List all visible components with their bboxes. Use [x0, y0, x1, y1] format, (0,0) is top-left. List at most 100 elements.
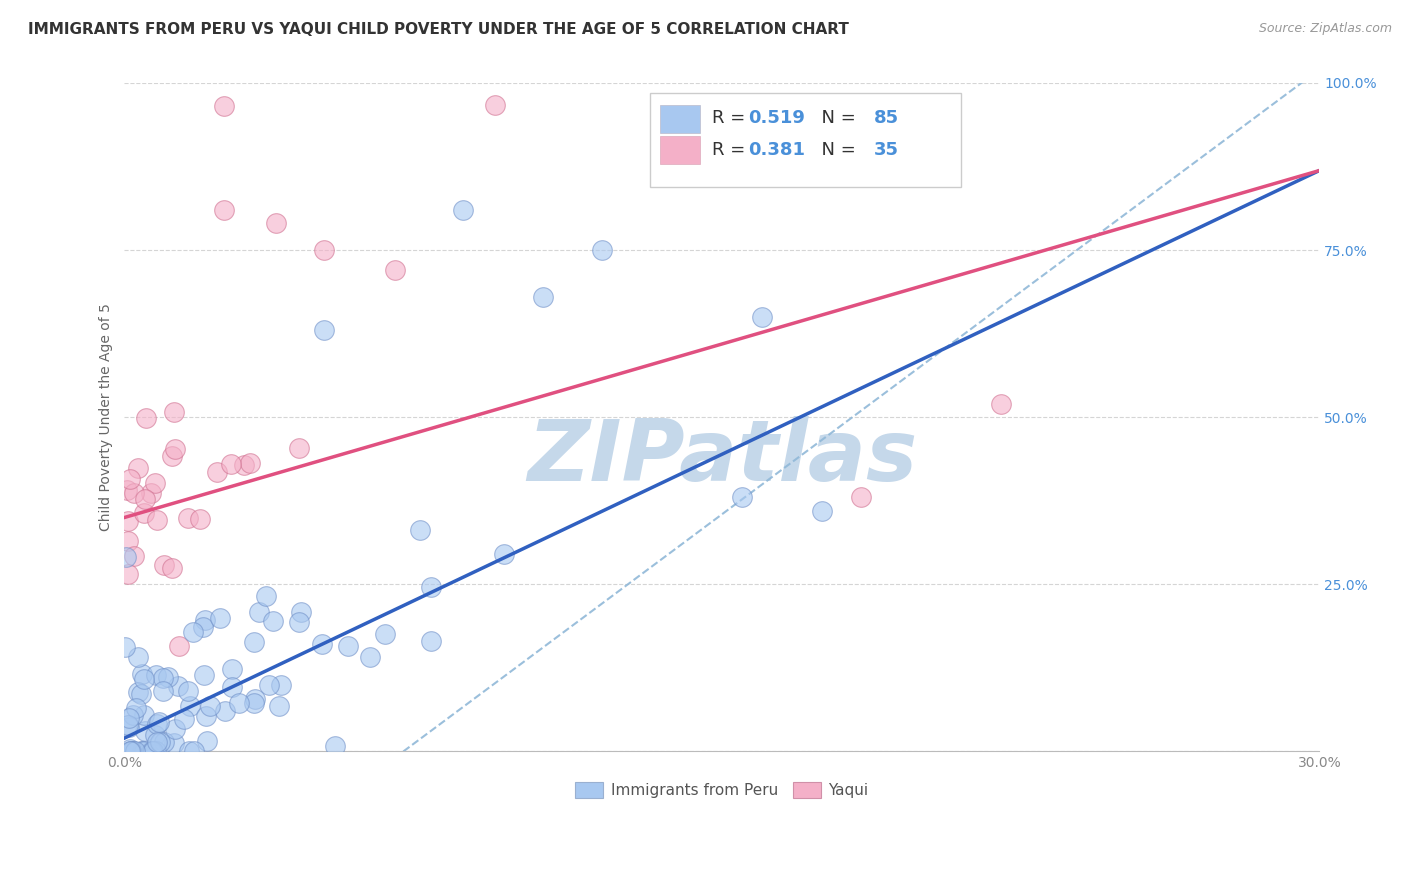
Point	[194, 613, 217, 627]
Point	[179, 699, 201, 714]
Point	[118, 472, 141, 486]
Point	[117, 711, 139, 725]
Point	[243, 696, 266, 710]
FancyBboxPatch shape	[659, 136, 700, 164]
Point	[114, 640, 136, 654]
Point	[264, 216, 287, 230]
Text: IMMIGRANTS FROM PERU VS YAQUI CHILD POVERTY UNDER THE AGE OF 5 CORRELATION CHART: IMMIGRANTS FROM PERU VS YAQUI CHILD POVE…	[28, 22, 849, 37]
Point	[247, 605, 270, 619]
Point	[420, 634, 443, 648]
Point	[134, 724, 156, 739]
Point	[197, 734, 219, 748]
Point	[127, 461, 149, 475]
Point	[117, 514, 139, 528]
Point	[146, 716, 169, 731]
Point	[228, 696, 250, 710]
Point	[131, 744, 153, 758]
Point	[198, 699, 221, 714]
Point	[135, 411, 157, 425]
Point	[132, 744, 155, 758]
Point	[165, 723, 187, 737]
Point	[143, 744, 166, 758]
FancyBboxPatch shape	[650, 93, 960, 186]
Point	[374, 627, 396, 641]
Point	[134, 506, 156, 520]
Point	[195, 708, 218, 723]
Point	[117, 720, 139, 734]
Point	[145, 667, 167, 681]
Point	[120, 744, 142, 758]
FancyBboxPatch shape	[659, 105, 700, 133]
Point	[153, 735, 176, 749]
Point	[145, 744, 167, 758]
Point	[312, 243, 335, 257]
Point	[121, 744, 143, 758]
Point	[146, 734, 169, 748]
Text: 0.519: 0.519	[748, 110, 806, 128]
Point	[207, 465, 229, 479]
Point	[120, 742, 142, 756]
Point	[148, 715, 170, 730]
Text: 0.381: 0.381	[748, 141, 806, 159]
Point	[177, 744, 200, 758]
Point	[409, 523, 432, 537]
Point	[125, 701, 148, 715]
Point	[311, 637, 333, 651]
Point	[336, 639, 359, 653]
Point	[323, 739, 346, 754]
Point	[419, 580, 441, 594]
Point	[117, 566, 139, 581]
Point	[290, 605, 312, 619]
Text: N =: N =	[810, 110, 862, 128]
Point	[591, 243, 613, 257]
Point	[120, 744, 142, 758]
Point	[359, 649, 381, 664]
Text: R =: R =	[713, 141, 751, 159]
Point	[232, 458, 254, 472]
Point	[143, 476, 166, 491]
Point	[188, 512, 211, 526]
Point	[494, 547, 516, 561]
Point	[176, 511, 198, 525]
Point	[287, 615, 309, 629]
Point	[153, 558, 176, 572]
Point	[132, 708, 155, 723]
Point	[152, 672, 174, 686]
Point	[163, 736, 186, 750]
Text: N =: N =	[810, 141, 862, 159]
Point	[245, 692, 267, 706]
Point	[451, 202, 474, 217]
Point	[751, 310, 773, 324]
Point	[181, 624, 204, 639]
Point	[239, 456, 262, 470]
Point	[270, 678, 292, 692]
Point	[142, 744, 165, 758]
Point	[132, 673, 155, 687]
Point	[731, 491, 754, 505]
Point	[851, 491, 873, 505]
Point	[256, 589, 278, 603]
Point	[131, 744, 153, 758]
Point	[183, 744, 205, 758]
Point	[117, 718, 139, 732]
Point	[221, 662, 243, 676]
Point	[127, 685, 149, 699]
Point	[134, 492, 156, 507]
Point	[127, 649, 149, 664]
Point	[484, 98, 506, 112]
Point	[156, 669, 179, 683]
Point	[152, 684, 174, 698]
Point	[122, 549, 145, 563]
Point	[160, 561, 183, 575]
Point	[115, 483, 138, 497]
Point	[163, 405, 186, 419]
Point	[242, 635, 264, 649]
Text: 35: 35	[873, 141, 898, 159]
Point	[162, 449, 184, 463]
Point	[141, 744, 163, 758]
Point	[149, 735, 172, 749]
Point	[139, 486, 162, 500]
Y-axis label: Child Poverty Under the Age of 5: Child Poverty Under the Age of 5	[100, 303, 114, 531]
Point	[312, 323, 335, 337]
Point	[173, 712, 195, 726]
